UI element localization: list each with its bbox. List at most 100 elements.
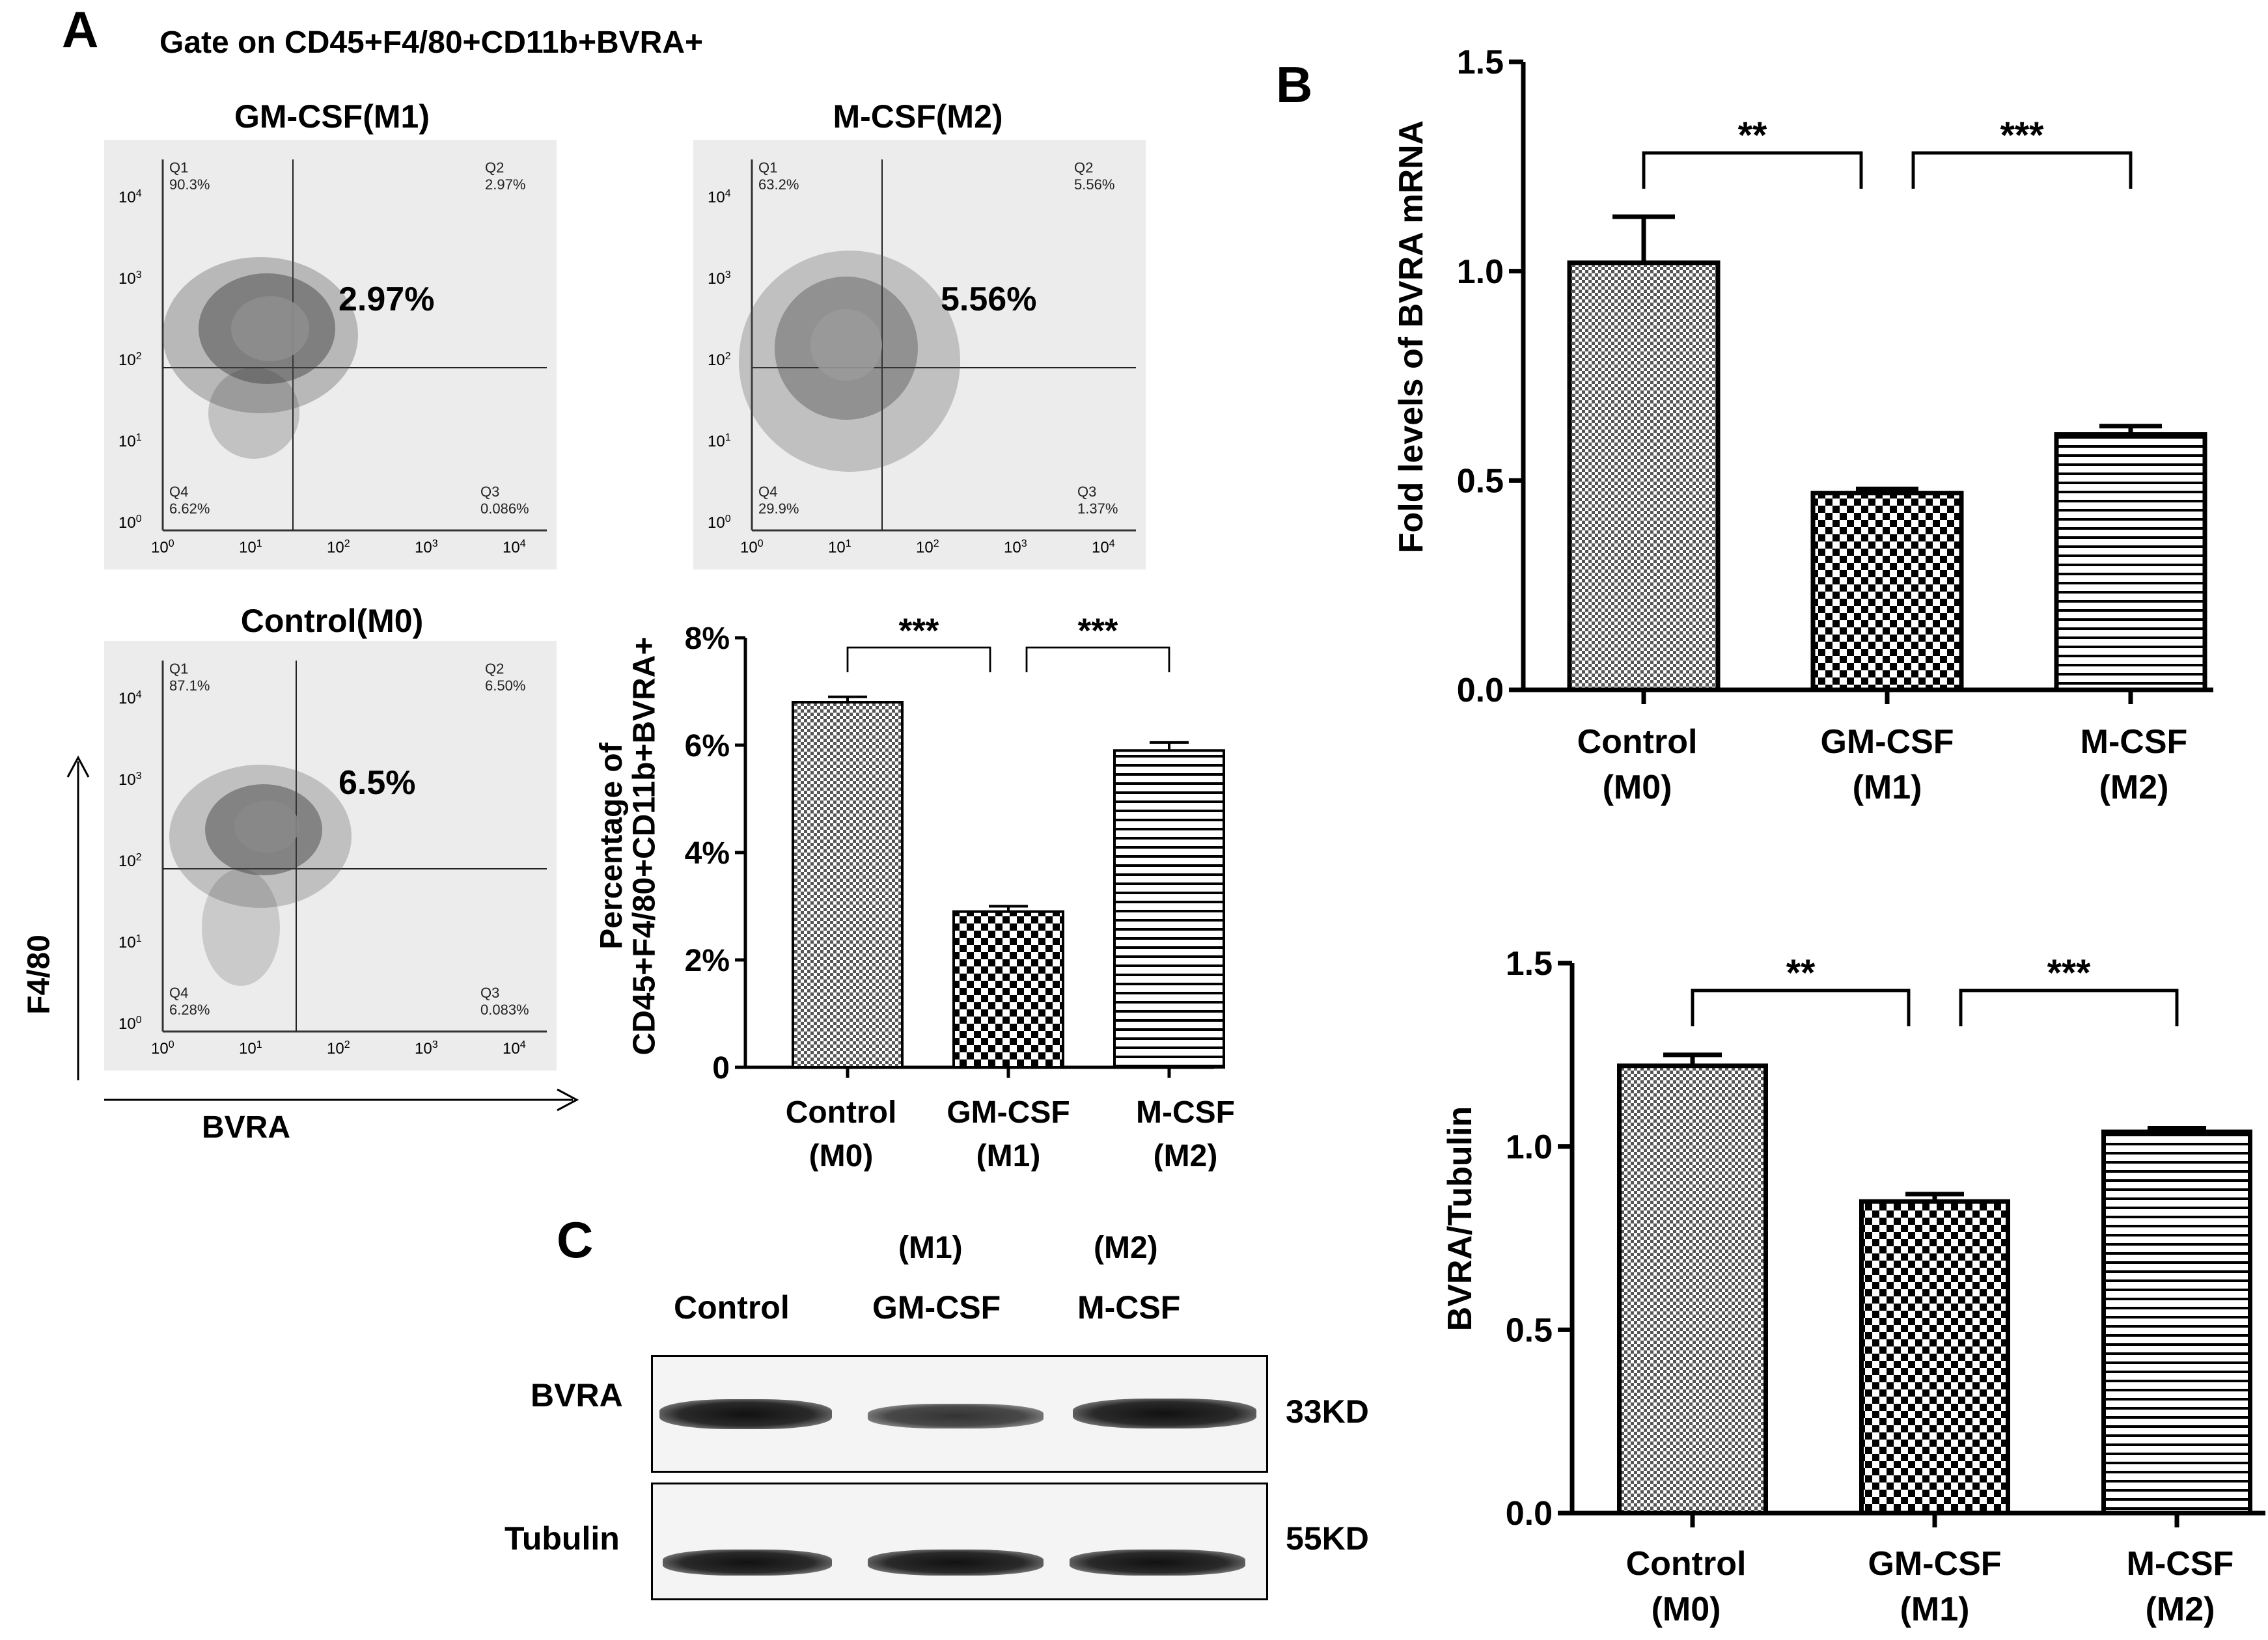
facs-ytick-label: 101 [118,933,142,951]
x-tick-label: M-CSF [2127,1545,2234,1583]
facs-xtick-label: 100 [740,538,764,556]
facs-xtick-label: 103 [415,1039,438,1058]
x-tick-label: GM-CSF [1820,723,1954,761]
x-tick-label: M-CSF [2081,723,2188,761]
significance-label: *** [1078,612,1118,650]
facs-ytick-label: 104 [118,188,142,206]
facs-xtick-label: 104 [503,538,526,556]
x-tick-sublabel: (M1) [1900,1591,1970,1628]
y-axis-label: BVRA/Tubulin [1441,1106,1479,1332]
facs-ytick-label: 103 [118,269,142,288]
x-tick-label: Control [786,1095,897,1130]
facs-ytick-label: 102 [708,351,731,369]
facs-plot-m0: Q1 87.1% Q2 6.50% Q4 6.28% Q3 0.083% 6.5% 10… [104,641,557,1071]
facs-ytick-label: 103 [708,269,731,288]
facs-xtick-label: 101 [828,538,851,556]
x-tick-sublabel: (M1) [976,1139,1041,1171]
facs-ytick-label: 100 [708,513,731,532]
y-tick-label: 8% [685,622,730,656]
facs-x-axis-label: BVRA [202,1110,291,1145]
x-tick-sublabel: (M0) [1652,1591,1721,1628]
blot-tubulin [651,1483,1268,1600]
blot-row-tubulin: Tubulin [505,1520,620,1557]
facs-q3-m2: Q3 1.37% [1077,484,1118,517]
bar-control [1617,1063,1768,1516]
facs-title-m0: Control(M0) [240,603,424,639]
bar-gm-csf [1810,491,1964,692]
facs-ytick-label: 104 [708,188,731,206]
facs-q2-m1: Q2 2.97% [485,159,526,193]
panel-label-a: A [62,1,99,58]
facs-ytick-label: 101 [708,432,731,450]
y-tick-label: 0.5 [1506,1312,1553,1350]
y-tick-label: 6% [685,729,730,763]
facs-q1-m1: Q1 90.3% [169,159,210,193]
y-tick-label: 1.0 [1506,1128,1553,1166]
y-axis-label: CD45+F4/80+CD11b+BVRA+ [627,637,661,1056]
y-tick-label: 0 [712,1051,730,1086]
facs-xtick-label: 101 [239,1039,262,1058]
facs-xtick-label: 100 [151,1039,174,1058]
blot-lane-mcsf: M-CSF [1077,1289,1181,1326]
blot-size-bvra: 33KD [1286,1393,1369,1430]
band-bvra-mcsf [1073,1399,1256,1428]
facs-xtick-label: 103 [1004,538,1027,556]
significance-bracket [1691,989,1911,1026]
facs-q4-m1: Q4 6.62% [169,484,210,517]
significance-bracket [1959,989,2179,1026]
bar-gm-csf [952,910,1064,1069]
chart-bvra-mrna: 0.0 0.5 1.0 1.5 Control (M0) GM-CSF (M1) M-CSF (M… [1392,44,2213,806]
facs-q4-m0: Q4 6.28% [169,985,210,1018]
facs-xtick-label: 102 [327,538,350,556]
significance-bracket [1025,646,1170,672]
x-tick-sublabel: (M2) [1154,1139,1218,1171]
x-tick-label: GM-CSF [947,1095,1070,1130]
facs-highlight-m1: 2.97% [339,280,435,318]
facs-xtick-label: 102 [916,538,939,556]
significance-bracket [1642,151,1863,189]
band-tubulin-control [663,1550,832,1576]
significance-bracket [846,646,991,672]
blot-lane-gmcsf: GM-CSF [872,1289,1001,1326]
bar-m-csf [2054,432,2207,692]
bar-gm-csf [1859,1199,2010,1516]
facs-q2-m2: Q2 5.56% [1074,159,1115,193]
facs-y-axis-label: F4/80 [21,935,57,1015]
facs-axes-m2 [739,159,1136,532]
blot-lane-control: Control [674,1289,790,1326]
facs-xtick-label: 103 [415,538,438,556]
y-tick-label: 0.0 [1506,1495,1553,1533]
chart-percentage-bvra: 0 2% 4% 6% 8% Control (M0) GM-CSF (M1) M-CSF (M2) *… [594,612,1235,1171]
blot-row-bvra: BVRA [531,1377,623,1414]
x-tick-sublabel: (M1) [1853,769,1922,806]
facs-title-m2: M-CSF(M2) [833,98,1003,135]
panel-label-c: C [557,1211,594,1268]
significance-label: *** [899,612,939,650]
y-tick-label: 1.5 [1506,945,1553,983]
bar-control [792,701,904,1069]
bar-m-csf [2101,1129,2252,1516]
facs-xtick-label: 102 [327,1039,350,1058]
x-tick-label: Control [1626,1545,1747,1583]
facs-xtick-label: 100 [151,538,174,556]
facs-highlight-m0: 6.5% [339,764,416,802]
significance-label: *** [2000,115,2045,156]
bar-control [1567,260,1721,692]
x-tick-sublabel: (M0) [809,1139,874,1171]
blot-top-label-m1: (M1) [898,1231,963,1265]
band-bvra-gmcsf [868,1404,1044,1428]
blot-size-tubulin: 55KD [1286,1520,1369,1557]
facs-ytick-label: 102 [118,351,142,369]
facs-plot-m2: Q1 63.2% Q2 5.56% Q4 29.9% Q3 1.37% 5.56% 10… [693,140,1146,569]
panel-label-b: B [1276,56,1313,113]
x-tick-label: M-CSF [1136,1095,1235,1130]
facs-ytick-label: 102 [118,852,142,870]
band-tubulin-mcsf [1070,1550,1245,1576]
gate-title: Gate on CD45+F4/80+CD11b+BVRA+ [159,25,704,60]
facs-highlight-m2: 5.56% [941,280,1037,318]
facs-ytick-label: 103 [118,771,142,789]
facs-axes-m1 [161,159,547,532]
x-tick-label: Control [1577,723,1698,761]
facs-xtick-label: 104 [503,1039,526,1058]
facs-ytick-label: 100 [118,513,142,532]
